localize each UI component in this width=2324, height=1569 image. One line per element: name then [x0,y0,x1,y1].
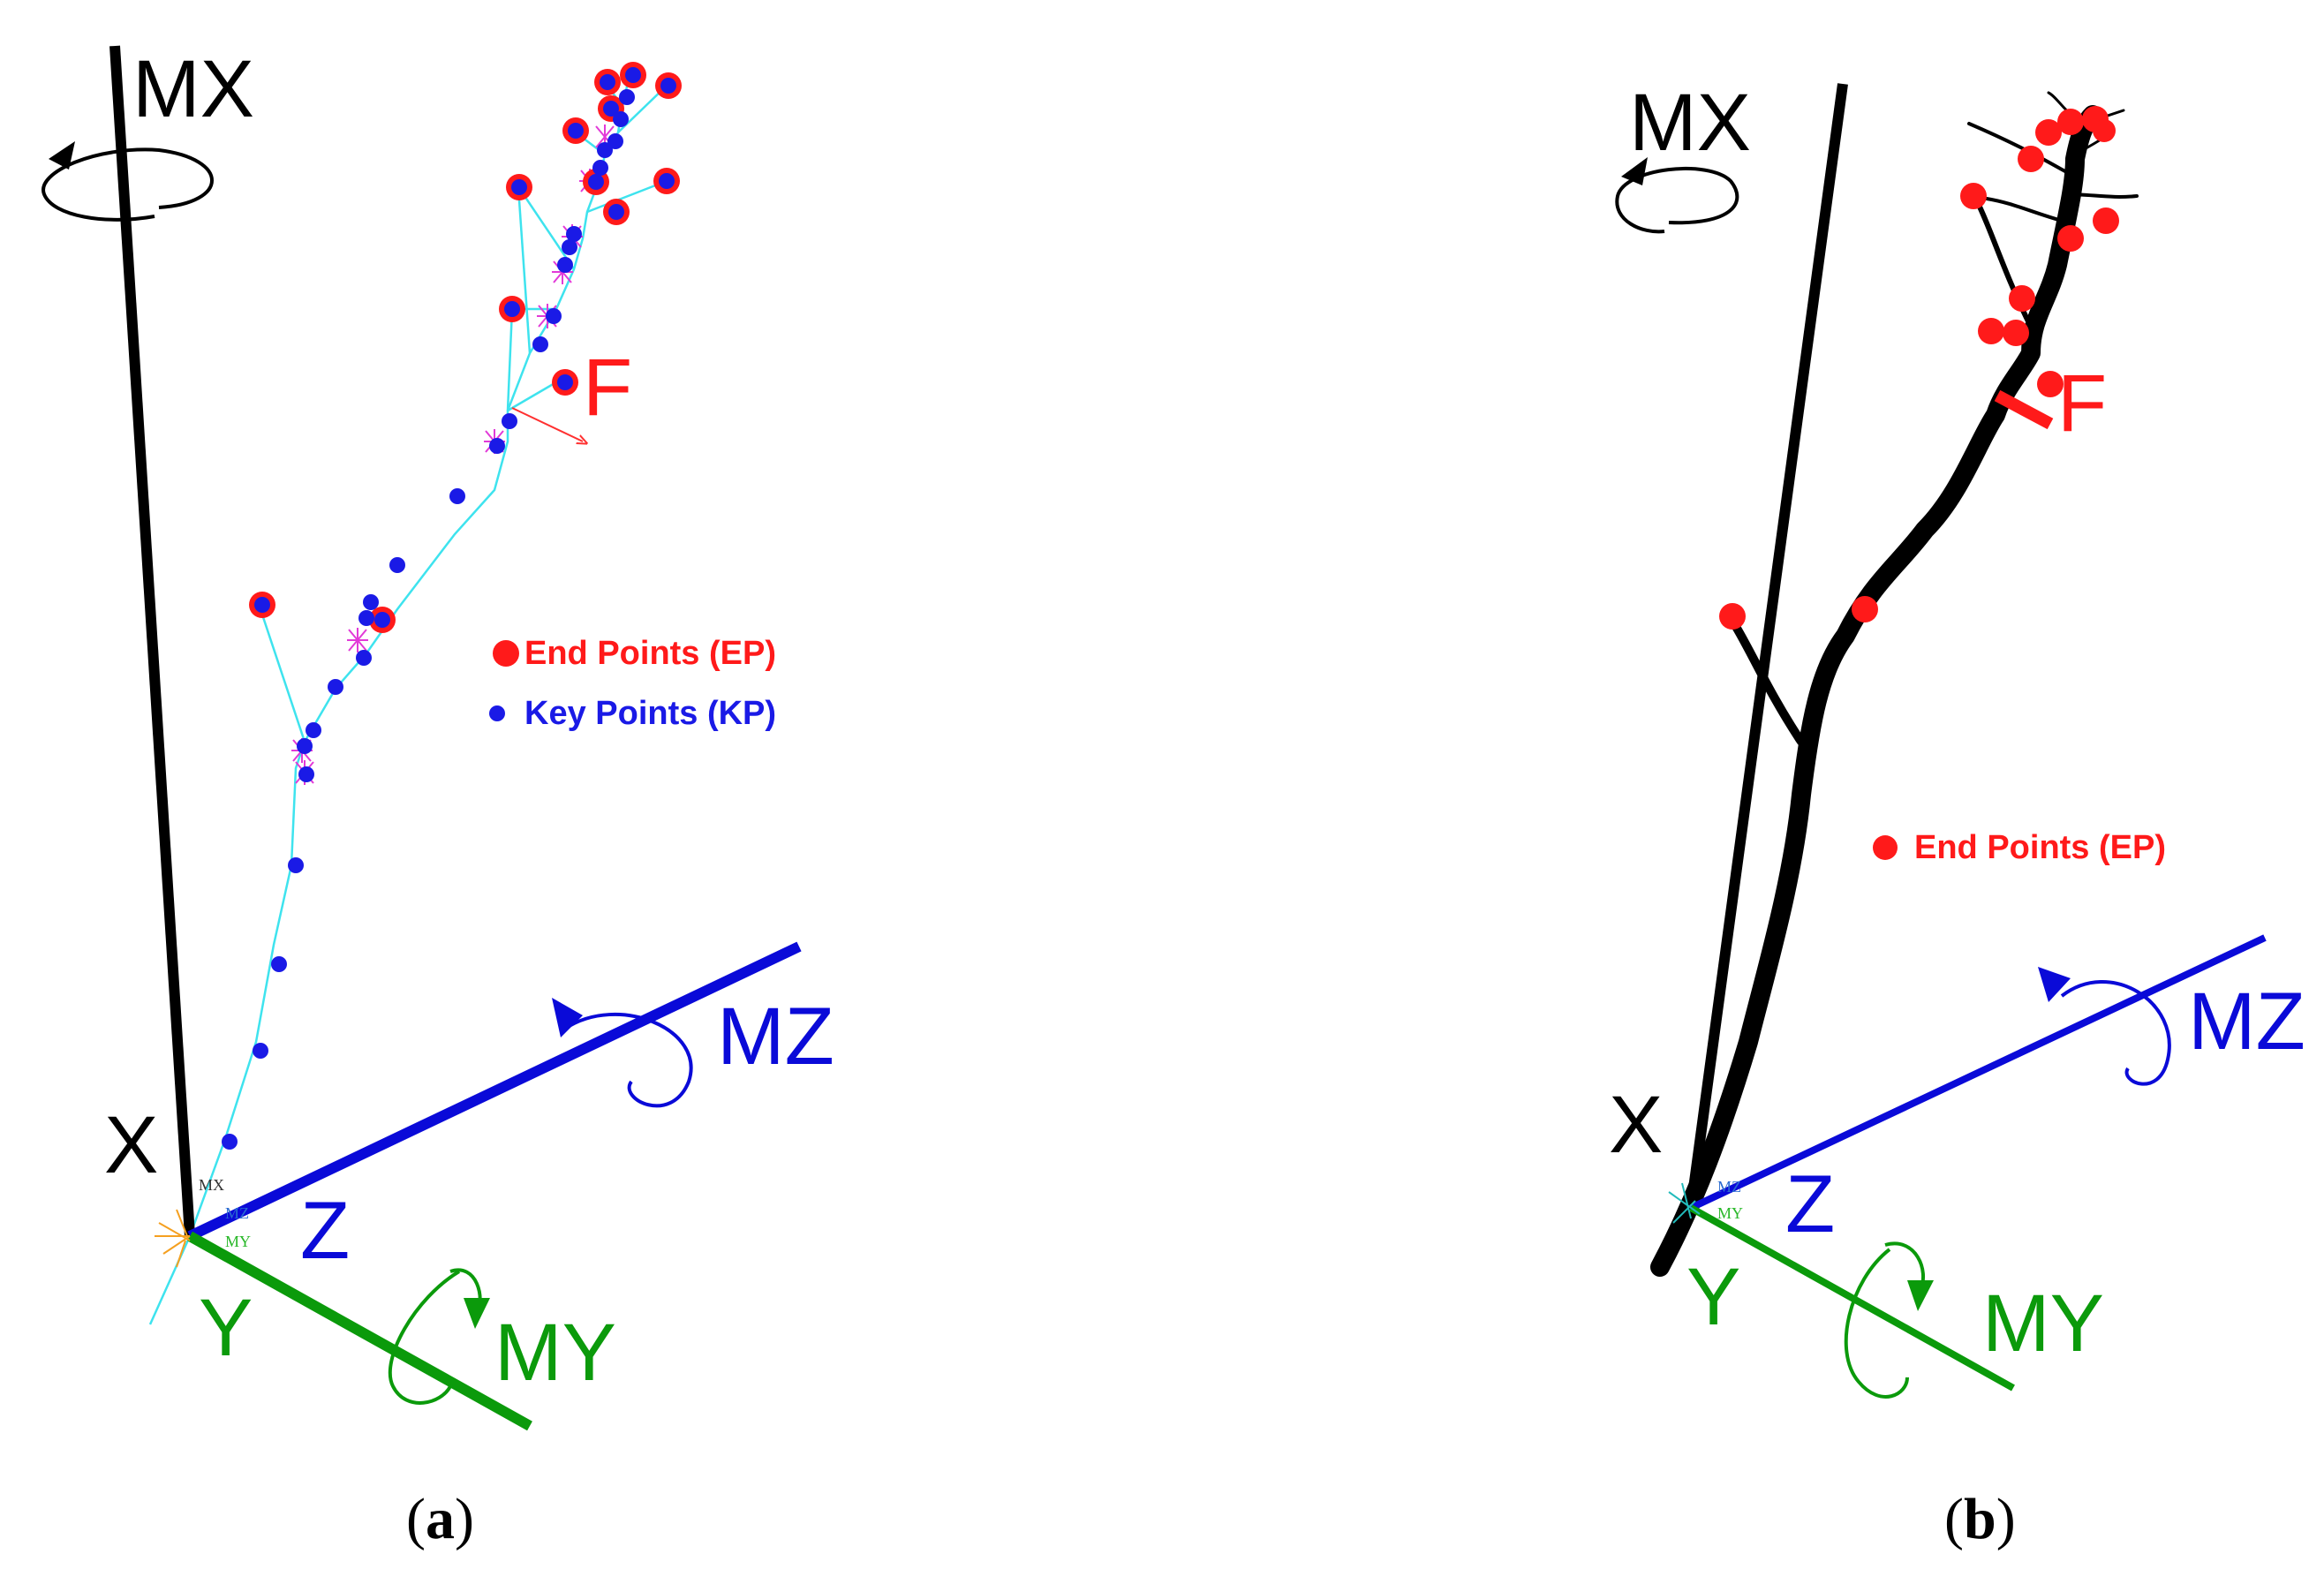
mz-rotation-arrowhead-b [2038,967,2071,1002]
force-bar-b [1994,389,2054,430]
mx-rotation-arrowhead-a [49,141,75,170]
mz-label-b: MZ [2188,977,2305,1067]
panel-a: MX MZ MY MX X MZ Z Y MY F End Points (EP… [42,44,834,1551]
y-axis-a [187,1231,532,1431]
legend-kp-label-a: Key Points (KP) [524,695,776,732]
my-label-b: MY [1982,1279,2104,1369]
y-axis-b [1689,1204,2015,1392]
mz-label-a: MZ [717,992,834,1082]
svg-text:MY: MY [225,1233,251,1250]
z-label-b: Z [1785,1159,1835,1249]
legend-ep-label-a: End Points (EP) [524,635,776,672]
y-label-a: Y [199,1283,253,1373]
y-label-b: Y [1686,1252,1740,1342]
z-label-a: Z [300,1186,350,1276]
caption-a: (a) [406,1487,474,1551]
force-label-a: F [583,343,632,433]
mz-rotation-arrow-a [563,1013,693,1108]
legend-ep-marker-a [493,640,519,667]
origin-small-labels-a: MX MZ MY [199,1176,251,1250]
svg-text:MZ: MZ [1717,1178,1741,1196]
my-label-a: MY [494,1308,616,1398]
mx-label-b: MX [1629,78,1751,168]
svg-text:MX: MX [199,1176,224,1194]
legend-ep-marker-b [1873,835,1898,860]
svg-text:MZ: MZ [225,1204,249,1222]
x-axis-b [1686,83,1848,1209]
origin-marker-b [1668,1182,1701,1224]
z-axis-b [1689,934,2267,1211]
my-rotation-arrow-a [388,1270,461,1405]
mx-rotation-arrow-b [1615,166,1739,234]
x-label-a: X [104,1100,158,1190]
force-label-b: F [2057,358,2107,449]
legend-b: End Points (EP) [1873,829,2166,866]
caption-b: (b) [1944,1487,2016,1551]
origin-small-labels-b: MZ MY [1717,1178,1743,1222]
mx-rotation-arrow-a [42,147,214,222]
branch-b [1650,91,2139,1277]
key-points-a [222,89,635,1150]
legend-a: End Points (EP) Key Points (KP) [489,635,776,732]
mx-label-a: MX [132,44,254,134]
x-axis-a [109,45,195,1237]
mz-rotation-arrowhead-a [552,998,583,1037]
origin-marker-a [155,1209,191,1268]
legend-kp-marker-a [489,705,505,721]
my-rotation-arrowhead-b [1907,1280,1934,1311]
z-axis-a [187,941,802,1241]
my-rotation-arrow-b [1844,1248,1909,1399]
legend-ep-label-b: End Points (EP) [1914,829,2166,866]
force-arrow-a [511,407,583,441]
x-label-b: X [1609,1080,1663,1170]
mx-rotation-arrowhead-b [1621,157,1648,185]
end-points-b [1719,106,2119,630]
my-rotation-arrowhead-a [464,1298,490,1329]
svg-text:MY: MY [1717,1204,1743,1222]
mz-rotation-arrow-b [2060,979,2171,1086]
panel-b: MZ MY MX X MZ Z Y MY F End Points (EP) (… [1609,78,2305,1551]
